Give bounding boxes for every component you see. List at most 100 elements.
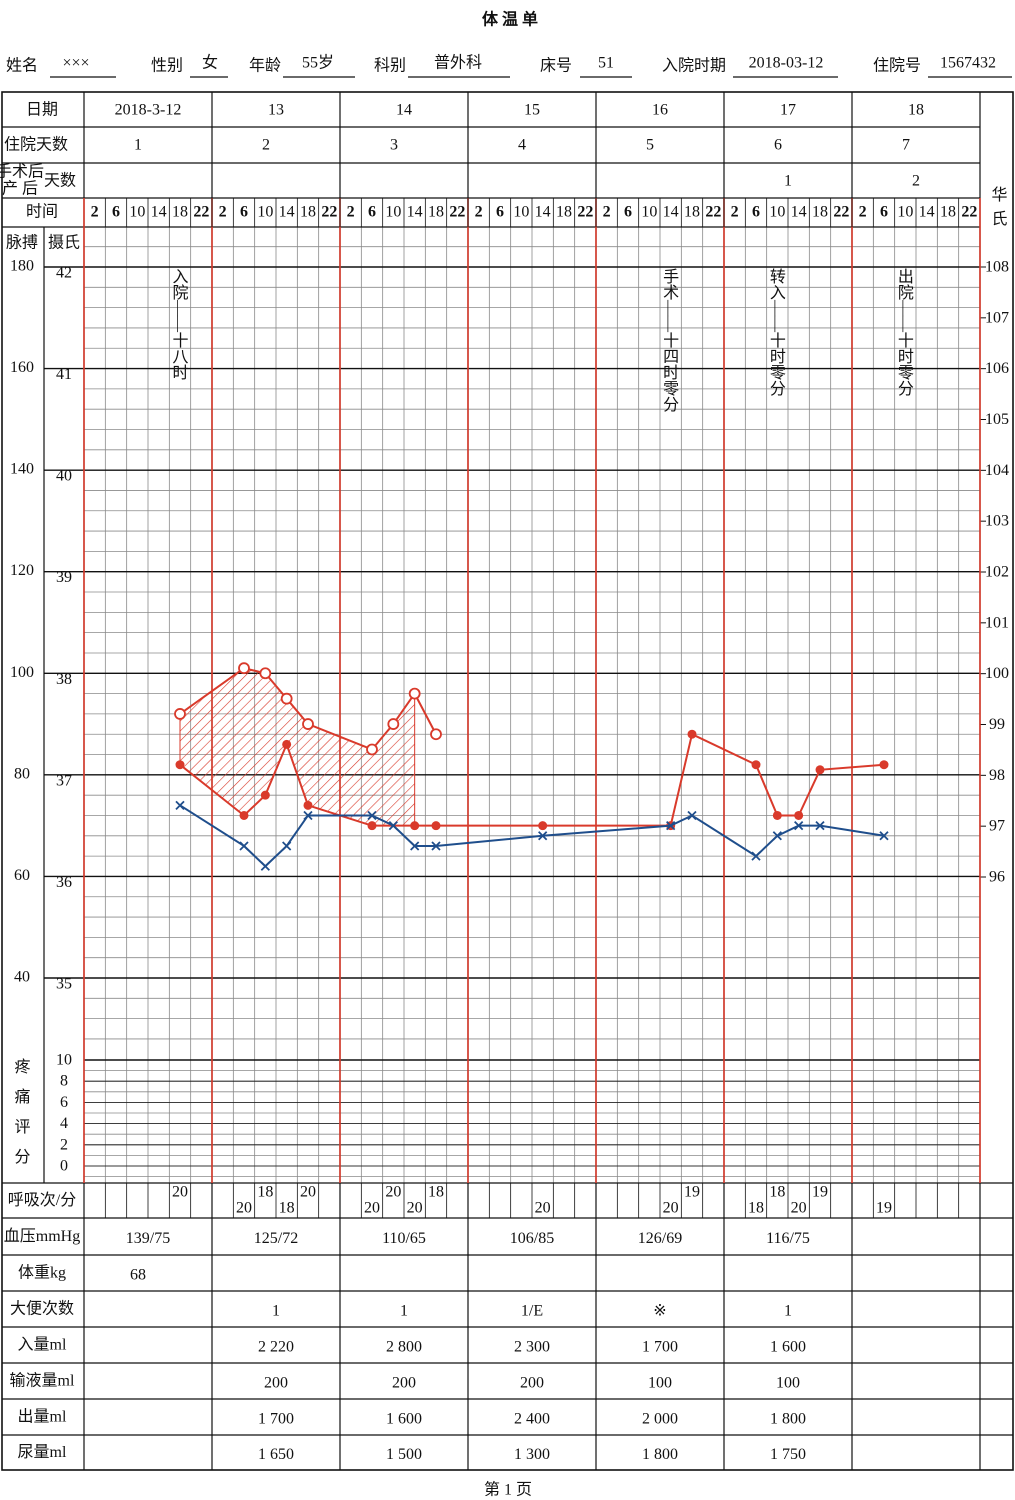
- pulse-tick-label: 180: [10, 258, 34, 275]
- time-slot: 14: [279, 204, 295, 221]
- pulse-marker: [282, 739, 292, 749]
- pain-tick-label: 2: [60, 1136, 68, 1153]
- pulse-marker: [175, 760, 185, 770]
- postop-day: 1: [784, 173, 792, 190]
- fahrenheit-tick-label: 106: [985, 360, 1009, 377]
- time-slot: 10: [385, 204, 401, 221]
- cell-value: 139/75: [126, 1230, 170, 1247]
- title: 体 温 单: [482, 10, 538, 29]
- respiration-value: 19: [812, 1184, 828, 1201]
- temperature-marker: [751, 851, 761, 861]
- annotation: 转入——十时零分: [767, 268, 786, 397]
- heart-rate-marker: [238, 662, 250, 675]
- row-label: 产 后: [2, 180, 38, 198]
- cell-value: 1 600: [770, 1339, 806, 1356]
- time-slot: 10: [897, 204, 913, 221]
- hospital-day: 4: [518, 137, 526, 154]
- row-label: 时间: [26, 203, 58, 221]
- fahrenheit-tick-label: 98: [989, 767, 1005, 784]
- date: 17: [780, 102, 796, 119]
- hospital-day: 1: [134, 137, 142, 154]
- time-slot: 18: [812, 204, 828, 221]
- pulse-tick-label: 100: [10, 664, 34, 681]
- time-slot: 18: [428, 204, 444, 221]
- field-value: 女: [202, 53, 218, 72]
- time-slot: 6: [240, 204, 248, 221]
- time-slot: 18: [300, 204, 316, 221]
- row-label: 尿量ml: [18, 1443, 67, 1461]
- field-label: 入院时期: [662, 57, 726, 75]
- time-slot: 10: [257, 204, 273, 221]
- date: 15: [524, 102, 540, 119]
- cell-value: ※: [653, 1303, 666, 1320]
- respiration-value: 18: [769, 1184, 785, 1201]
- cell-value: 1 500: [386, 1446, 422, 1463]
- celsius-tick-label: 40: [56, 468, 72, 485]
- temperature-marker: [388, 821, 398, 831]
- time-slot: 14: [151, 204, 167, 221]
- temperature-marker: [666, 821, 676, 831]
- date: 13: [268, 102, 284, 119]
- cell-value: 200: [392, 1375, 416, 1392]
- respiration-value: 19: [684, 1184, 700, 1201]
- row-label: 血压mmHg: [4, 1227, 80, 1245]
- respiration-value: 18: [428, 1184, 444, 1201]
- respiration-value: 20: [663, 1200, 679, 1217]
- temperature-marker: [175, 800, 185, 810]
- cell-value: 2 400: [514, 1411, 550, 1428]
- time-slot: 14: [535, 204, 551, 221]
- field-value: ×××: [62, 55, 89, 72]
- time-slot: 6: [368, 204, 376, 221]
- fahrenheit-tick-label: 97: [989, 818, 1005, 835]
- pulse-marker: [772, 810, 782, 820]
- cell-value: 1: [400, 1303, 408, 1320]
- annotation: 出院——十时零分: [895, 268, 914, 397]
- pain-tick-label: 4: [60, 1115, 68, 1132]
- pulse-marker: [687, 729, 697, 739]
- cell-value: 200: [520, 1375, 544, 1392]
- time-slot: 22: [321, 204, 337, 221]
- hospital-day: 2: [262, 137, 270, 154]
- respiration-value: 18: [257, 1184, 273, 1201]
- hospital-day: 7: [902, 137, 910, 154]
- pain-tick-label: 0: [60, 1158, 68, 1175]
- time-slot: 18: [172, 204, 188, 221]
- row-label: 入量ml: [18, 1337, 67, 1354]
- time-slot: 14: [919, 204, 935, 221]
- pulse-tick-label: 120: [10, 562, 34, 579]
- time-slot: 10: [129, 204, 145, 221]
- time-slot: 2: [731, 204, 739, 221]
- temperature-marker: [303, 810, 313, 821]
- pulse-marker: [239, 810, 249, 820]
- cell-value: 1 750: [770, 1446, 806, 1463]
- date: 16: [652, 102, 668, 119]
- axis-label: 华氏: [989, 186, 1008, 234]
- field-value: 1567432: [940, 55, 996, 72]
- pulse-tick-label: 40: [14, 969, 30, 986]
- axis-label: 摄氏: [48, 234, 80, 252]
- cell-value: 100: [648, 1375, 672, 1392]
- axis-label: 疼痛评分: [12, 1058, 31, 1178]
- time-slot: 22: [961, 204, 977, 221]
- temperature-marker: [367, 810, 377, 821]
- pulse-marker: [751, 760, 761, 770]
- time-slot: 10: [641, 204, 657, 221]
- pain-tick-label: 8: [60, 1073, 68, 1090]
- time-slot: 6: [880, 204, 888, 221]
- respiration-value: 19: [876, 1200, 892, 1217]
- time-slot: 2: [859, 204, 867, 221]
- cell-value: 1 650: [258, 1446, 294, 1463]
- date: 14: [396, 102, 412, 119]
- fahrenheit-tick-label: 104: [985, 462, 1009, 479]
- pulse-marker: [431, 821, 441, 831]
- field-value: 55岁: [302, 54, 334, 72]
- temperature-marker: [431, 841, 441, 851]
- cell-value: 1 700: [642, 1339, 678, 1356]
- cell-value: 100: [776, 1375, 800, 1392]
- time-slot: 6: [496, 204, 504, 221]
- heart-rate-marker: [174, 708, 186, 720]
- field-label: 科别: [374, 57, 406, 75]
- celsius-tick-label: 36: [56, 874, 72, 891]
- cell-value: 200: [264, 1375, 288, 1392]
